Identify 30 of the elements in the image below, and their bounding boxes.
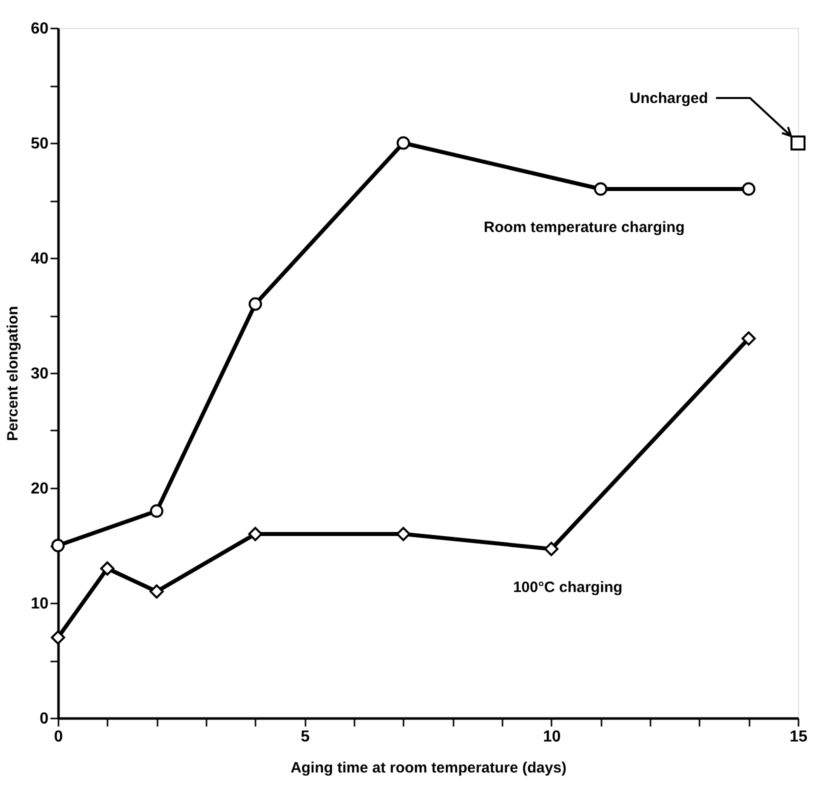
y-axis-title: Percent elongation bbox=[4, 306, 22, 442]
point bbox=[396, 136, 410, 150]
x-tick-label: 10 bbox=[542, 728, 561, 746]
point bbox=[742, 331, 756, 346]
point bbox=[150, 504, 164, 518]
x-axis-title: Aging time at room temperature (days) bbox=[290, 760, 566, 776]
x-tick-label: 15 bbox=[790, 728, 808, 746]
point bbox=[594, 182, 608, 196]
point bbox=[248, 526, 262, 542]
point bbox=[742, 182, 756, 196]
point bbox=[150, 584, 164, 599]
point bbox=[396, 526, 410, 542]
x-tick-label: 0 bbox=[54, 728, 64, 746]
series-label: Room temperature charging bbox=[484, 219, 685, 236]
y-tick-label: 20 bbox=[30, 480, 49, 498]
point bbox=[100, 561, 114, 576]
annotation: Uncharged bbox=[630, 90, 708, 107]
x-tick-label: 5 bbox=[300, 728, 310, 746]
y-tick-label: 30 bbox=[30, 366, 49, 382]
y-tick-label: 60 bbox=[30, 20, 49, 38]
text: 100°C charging bbox=[513, 578, 622, 596]
point bbox=[51, 538, 65, 552]
y-tick-label: 40 bbox=[30, 250, 49, 268]
point bbox=[544, 542, 558, 556]
point bbox=[248, 297, 262, 311]
point bbox=[790, 135, 806, 151]
point bbox=[50, 630, 66, 645]
y-tick-label: 10 bbox=[30, 596, 49, 612]
y-tick-label: 0 bbox=[40, 710, 49, 728]
y-tick-label: 50 bbox=[30, 136, 49, 152]
